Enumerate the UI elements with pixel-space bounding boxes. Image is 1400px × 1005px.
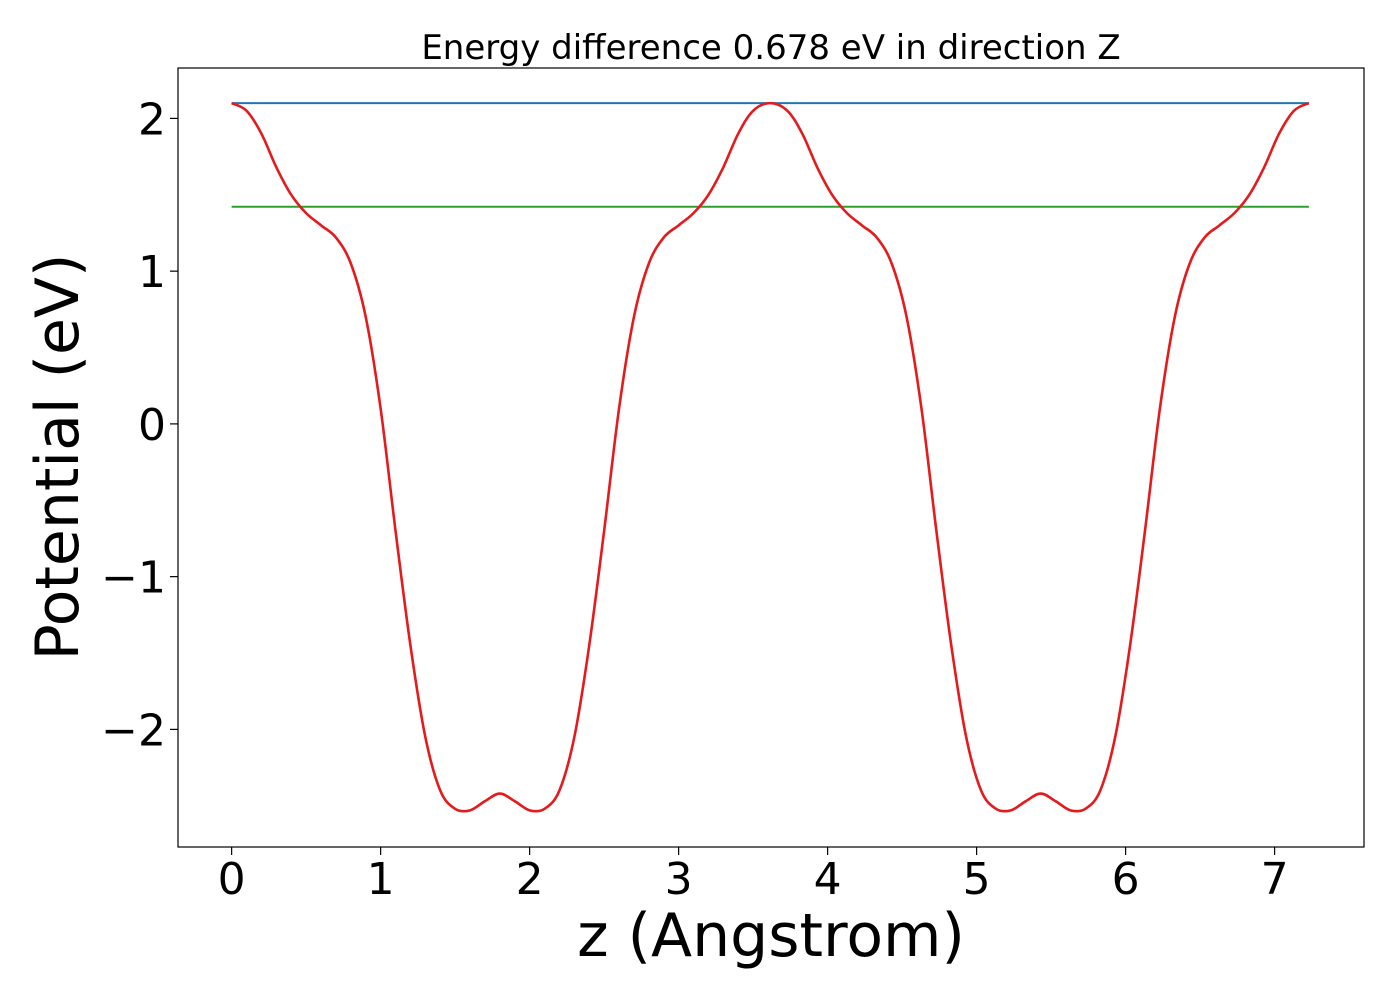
x-tick-label: 7	[1261, 854, 1289, 905]
x-tick-label: 3	[665, 854, 693, 905]
x-tick-label: 4	[814, 854, 842, 905]
x-axis: 0 1 2 3 4 5 6 7	[218, 847, 1289, 905]
potential-curve-line	[231, 101, 1310, 813]
plot-area-frame	[177, 67, 1365, 848]
series-layer	[231, 101, 1310, 813]
y-tick-label: 2	[138, 94, 166, 145]
y-tick-label: 0	[138, 400, 166, 451]
x-tick-label: 1	[367, 854, 395, 905]
x-tick-label: 6	[1112, 854, 1140, 905]
chart-title: Energy difference 0.678 eV in direction …	[421, 28, 1120, 68]
y-tick-label: 1	[138, 247, 166, 298]
y-tick-label: −2	[101, 705, 166, 756]
x-tick-label: 0	[218, 854, 246, 905]
x-tick-label: 5	[963, 854, 991, 905]
y-axis: −2 −1 0 1 2	[101, 94, 178, 756]
x-tick-label: 2	[516, 854, 544, 905]
y-tick-label: −1	[101, 553, 166, 604]
y-axis-label: Potential (eV)	[23, 254, 93, 661]
x-axis-label: z (Angstrom)	[577, 901, 965, 971]
